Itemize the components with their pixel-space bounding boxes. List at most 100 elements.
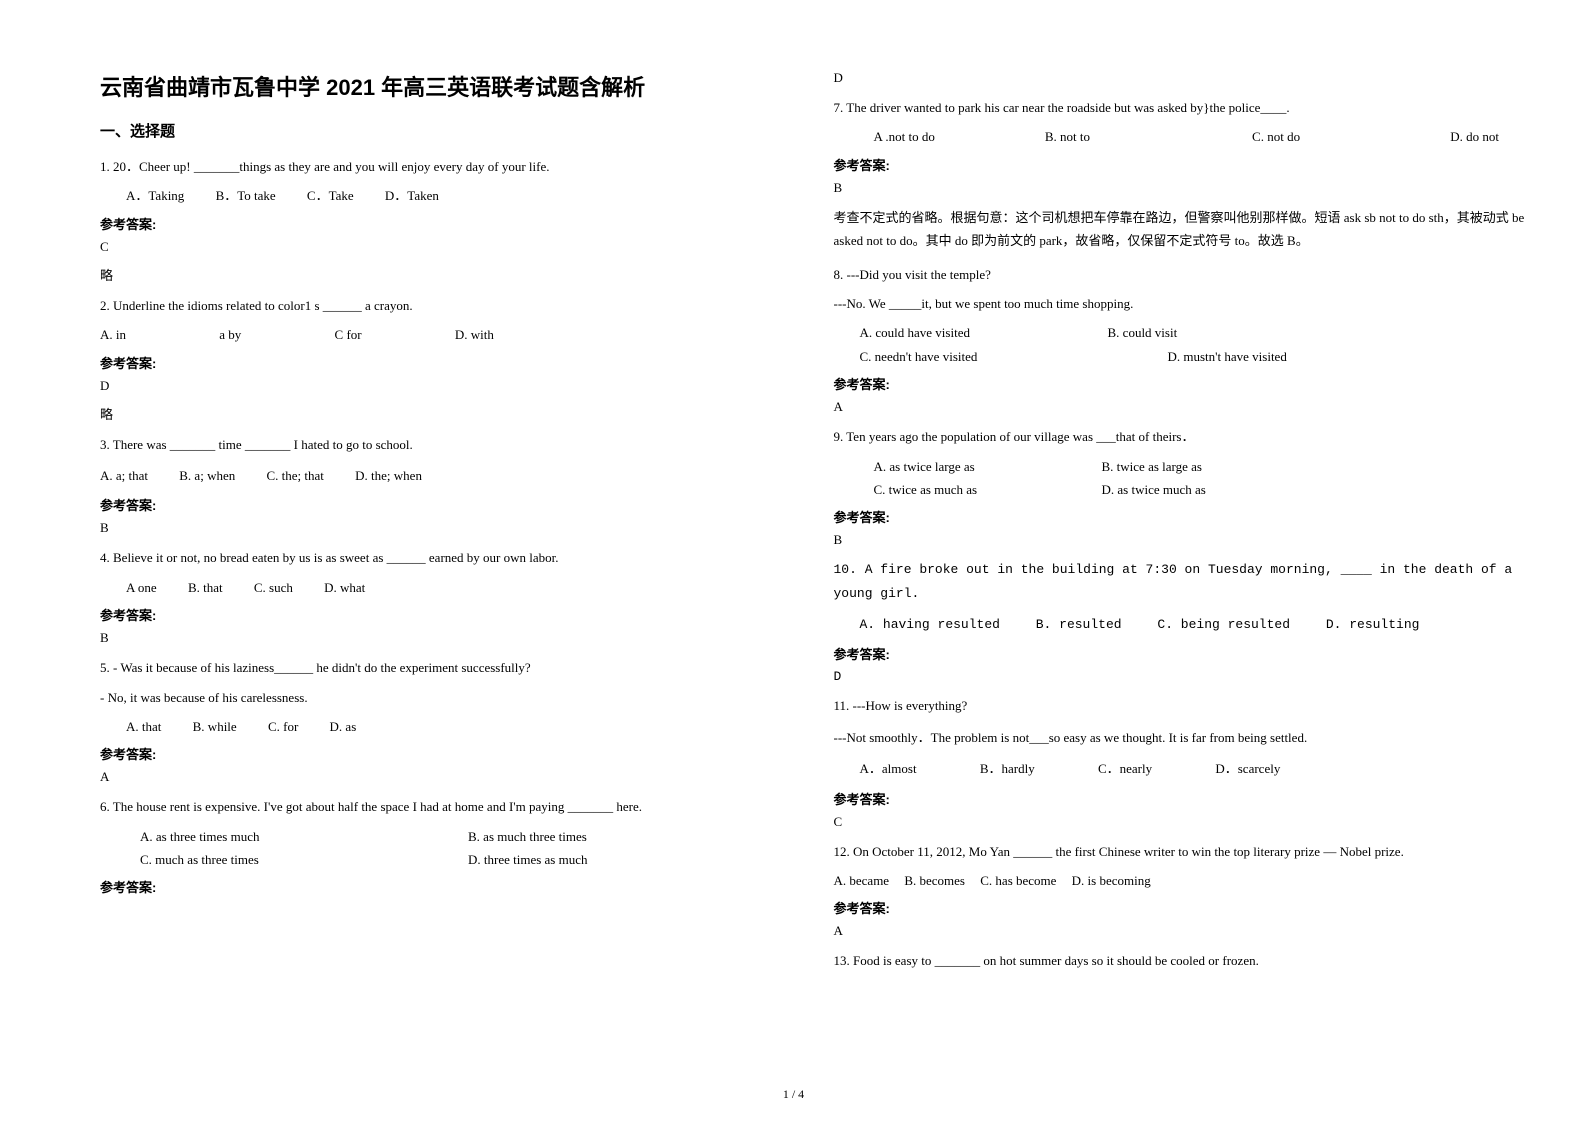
page-title: 云南省曲靖市瓦鲁中学 2021 年高三英语联考试题含解析 xyxy=(100,70,784,102)
question-5: 5. - Was it because of his laziness_____… xyxy=(100,656,784,785)
q1-opt-a: A．Taking xyxy=(126,188,184,203)
q12-ans-label: 参考答案: xyxy=(834,898,1528,917)
q8-opt-c: C. needn't have visited xyxy=(860,345,1140,368)
q1-ans-label: 参考答案: xyxy=(100,214,784,233)
q3-opt-a: A. a; that xyxy=(100,468,148,483)
q3-ans: B xyxy=(100,520,784,536)
q1-stem: 1. 20．Cheer up! _______things as they ar… xyxy=(100,155,784,178)
q3-opt-d: D. the; when xyxy=(355,468,422,483)
question-8: 8. ---Did you visit the temple? ---No. W… xyxy=(834,263,1528,416)
q11-ans: C xyxy=(834,814,1528,830)
q13-stem: 13. Food is easy to _______ on hot summe… xyxy=(834,949,1528,972)
q3-stem: 3. There was _______ time _______ I hate… xyxy=(100,433,784,456)
q10-opt-d: D. resulting xyxy=(1326,617,1420,632)
q3-options: A. a; that B. a; when C. the; that D. th… xyxy=(100,464,784,487)
q11-opt-d: D．scarcely xyxy=(1215,761,1280,776)
q2-opt-a: A. in xyxy=(100,327,126,342)
question-13: 13. Food is easy to _______ on hot summe… xyxy=(834,949,1528,972)
q9-options: A. as twice large as B. twice as large a… xyxy=(834,455,1528,502)
q4-options: A one B. that C. such D. what xyxy=(100,576,784,599)
question-11: 11. ---How is everything? ---Not smoothl… xyxy=(834,694,1528,829)
q9-stem: 9. Ten years ago the population of our v… xyxy=(834,425,1528,448)
q1-note: 略 xyxy=(100,265,784,284)
q9-opt-a: A. as twice large as xyxy=(874,455,1074,478)
left-column: 云南省曲靖市瓦鲁中学 2021 年高三英语联考试题含解析 一、选择题 1. 20… xyxy=(100,70,814,1092)
q5-opt-c: C. for xyxy=(268,719,298,734)
q6-opt-d: D. three times as much xyxy=(468,848,588,871)
q7-options: A .not to do B. not to C. not do D. do n… xyxy=(834,125,1528,148)
q10-opt-c: C. being resulted xyxy=(1157,617,1290,632)
q12-opt-a: A. became xyxy=(834,873,890,888)
q6-ans-label: 参考答案: xyxy=(100,877,784,896)
q2-note: 略 xyxy=(100,404,784,423)
page-number: 1 / 4 xyxy=(783,1087,804,1102)
q8-stem: 8. ---Did you visit the temple? xyxy=(834,263,1528,286)
q12-stem: 12. On October 11, 2012, Mo Yan ______ t… xyxy=(834,840,1528,863)
q3-opt-b: B. a; when xyxy=(179,468,235,483)
q8-opt-d: D. mustn't have visited xyxy=(1168,345,1287,368)
q4-opt-d: D. what xyxy=(324,580,365,595)
q4-stem: 4. Believe it or not, no bread eaten by … xyxy=(100,546,784,569)
question-3: 3. There was _______ time _______ I hate… xyxy=(100,433,784,537)
q1-ans: C xyxy=(100,239,784,255)
q11-options: A．almost B．hardly C．nearly D．scarcely xyxy=(834,757,1528,780)
q10-ans-label: 参考答案: xyxy=(834,644,1528,663)
q4-ans-label: 参考答案: xyxy=(100,605,784,624)
q7-ans: B xyxy=(834,180,1528,196)
q6-options: A. as three times much B. as much three … xyxy=(100,825,784,872)
q5-ans-label: 参考答案: xyxy=(100,744,784,763)
q10-opt-a: A. having resulted xyxy=(860,617,1000,632)
q9-ans: B xyxy=(834,532,1528,548)
q2-options: A. in a by C for D. with xyxy=(100,323,784,346)
q6-opt-a: A. as three times much xyxy=(140,825,440,848)
q6-opt-b: B. as much three times xyxy=(468,825,587,848)
question-7: 7. The driver wanted to park his car nea… xyxy=(834,96,1528,253)
q8-opt-a: A. could have visited xyxy=(860,321,1080,344)
q7-stem: 7. The driver wanted to park his car nea… xyxy=(834,96,1528,119)
q7-opt-a: A .not to do xyxy=(874,125,1017,148)
q7-note: 考查不定式的省略。根据句意：这个司机想把车停靠在路边，但警察叫他别那样做。短语 … xyxy=(834,206,1528,253)
q9-opt-c: C. twice as much as xyxy=(874,478,1074,501)
question-1: 1. 20．Cheer up! _______things as they ar… xyxy=(100,155,784,284)
section-heading: 一、选择题 xyxy=(100,120,784,141)
q6-ans: D xyxy=(834,70,1528,86)
q8-ans-label: 参考答案: xyxy=(834,374,1528,393)
q8-ans: A xyxy=(834,399,1528,415)
question-9: 9. Ten years ago the population of our v… xyxy=(834,425,1528,548)
question-6: 6. The house rent is expensive. I've got… xyxy=(100,795,784,896)
q4-ans: B xyxy=(100,630,784,646)
q5-stem: 5. - Was it because of his laziness_____… xyxy=(100,656,784,679)
q7-opt-d: D. do not xyxy=(1450,125,1499,148)
q12-opt-b: B. becomes xyxy=(904,873,965,888)
q4-opt-a: A one xyxy=(126,580,157,595)
question-4: 4. Believe it or not, no bread eaten by … xyxy=(100,546,784,646)
q12-options: A. became B. becomes C. has become D. is… xyxy=(834,869,1528,892)
q1-options: A．Taking B．To take C．Take D．Taken xyxy=(100,184,784,207)
q11-opt-c: C．nearly xyxy=(1098,761,1152,776)
q5-opt-a: A. that xyxy=(126,719,161,734)
q5-options: A. that B. while C. for D. as xyxy=(100,715,784,738)
q12-opt-c: C. has become xyxy=(980,873,1056,888)
q11-stem2: ---Not smoothly．The problem is not___so … xyxy=(834,726,1528,749)
q5-stem2: - No, it was because of his carelessness… xyxy=(100,686,784,709)
question-10: 10. A fire broke out in the building at … xyxy=(834,558,1528,684)
q4-opt-b: B. that xyxy=(188,580,223,595)
q11-stem: 11. ---How is everything? xyxy=(834,694,1528,717)
q7-opt-c: C. not do xyxy=(1252,125,1422,148)
q11-ans-label: 参考答案: xyxy=(834,789,1528,808)
question-2: 2. Underline the idioms related to color… xyxy=(100,294,784,423)
q11-opt-b: B．hardly xyxy=(980,761,1035,776)
q8-opt-b: B. could visit xyxy=(1108,321,1178,344)
q9-opt-d: D. as twice much as xyxy=(1102,478,1206,501)
q8-options: A. could have visited B. could visit C. … xyxy=(834,321,1528,368)
q1-opt-b: B．To take xyxy=(216,188,276,203)
q1-opt-d: D．Taken xyxy=(385,188,439,203)
q2-opt-d: D. with xyxy=(455,327,494,342)
q2-ans-label: 参考答案: xyxy=(100,353,784,372)
q12-opt-d: D. is becoming xyxy=(1072,873,1151,888)
q6-opt-c: C. much as three times xyxy=(140,848,440,871)
q6-stem: 6. The house rent is expensive. I've got… xyxy=(100,795,784,818)
q10-ans: D xyxy=(834,669,1528,684)
q10-opt-b: B. resulted xyxy=(1036,617,1122,632)
q3-opt-c: C. the; that xyxy=(266,468,323,483)
